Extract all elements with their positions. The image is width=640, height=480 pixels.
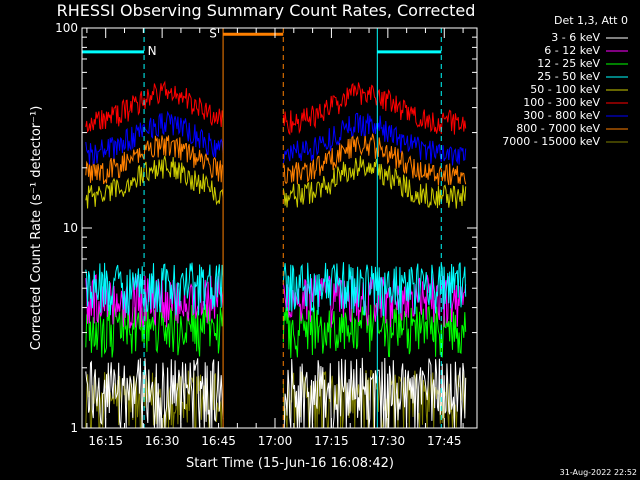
legend-label: 7000 - 15000 keV: [502, 135, 600, 148]
legend-label: 25 - 50 keV: [537, 70, 600, 83]
legend-header: Det 1,3, Att 0: [554, 14, 628, 27]
x-axis-label: Start Time (15-Jun-16 16:08:42): [186, 456, 394, 471]
series-line: [282, 82, 467, 136]
series-line: [85, 262, 224, 316]
x-tick-label: 17:00: [258, 434, 293, 448]
flag-label: N: [148, 44, 157, 58]
data-layer: [85, 80, 467, 430]
legend-label: 3 - 6 keV: [551, 31, 600, 44]
frame-layer: N S 1 10 100 16:15 16:30 16:45 17:00 17:15 17:30 17…: [55, 21, 478, 448]
flag-label: S: [209, 26, 217, 40]
y-axis-label: Corrected Count Rate (s⁻¹ detector⁻¹): [29, 106, 44, 351]
y-tick-label: 100: [55, 21, 78, 35]
legend-label: 6 - 12 keV: [544, 44, 600, 57]
series-line: [282, 112, 467, 166]
x-tick-label: 16:30: [145, 434, 180, 448]
series-line: [85, 155, 224, 209]
legend-label: 300 - 800 keV: [523, 109, 600, 122]
x-tick-label: 16:15: [88, 434, 123, 448]
x-tick-label: 17:30: [371, 434, 406, 448]
series-line: [85, 135, 224, 185]
x-tick-label: 17:45: [427, 434, 462, 448]
y-tick-label: 1: [70, 421, 78, 435]
y-tick-label: 10: [63, 221, 78, 235]
x-tick-label: 16:45: [201, 434, 236, 448]
timestamp: 31-Aug-2022 22:52: [560, 468, 637, 477]
series-line: [282, 262, 467, 317]
series-line: [282, 155, 467, 209]
series-line: [85, 110, 224, 165]
legend-label: 50 - 100 keV: [530, 83, 600, 96]
chart-title: RHESSI Observing Summary Count Rates, Co…: [57, 1, 476, 20]
legend-label: 12 - 25 keV: [537, 57, 600, 70]
series-line: [85, 80, 224, 134]
series-line: [85, 303, 224, 358]
legend-label: 100 - 300 keV: [523, 96, 600, 109]
series-line: [282, 133, 467, 186]
plot-frame: [81, 27, 478, 429]
legend-label: 800 - 7000 keV: [516, 122, 600, 135]
x-tick-label: 17:15: [314, 434, 349, 448]
